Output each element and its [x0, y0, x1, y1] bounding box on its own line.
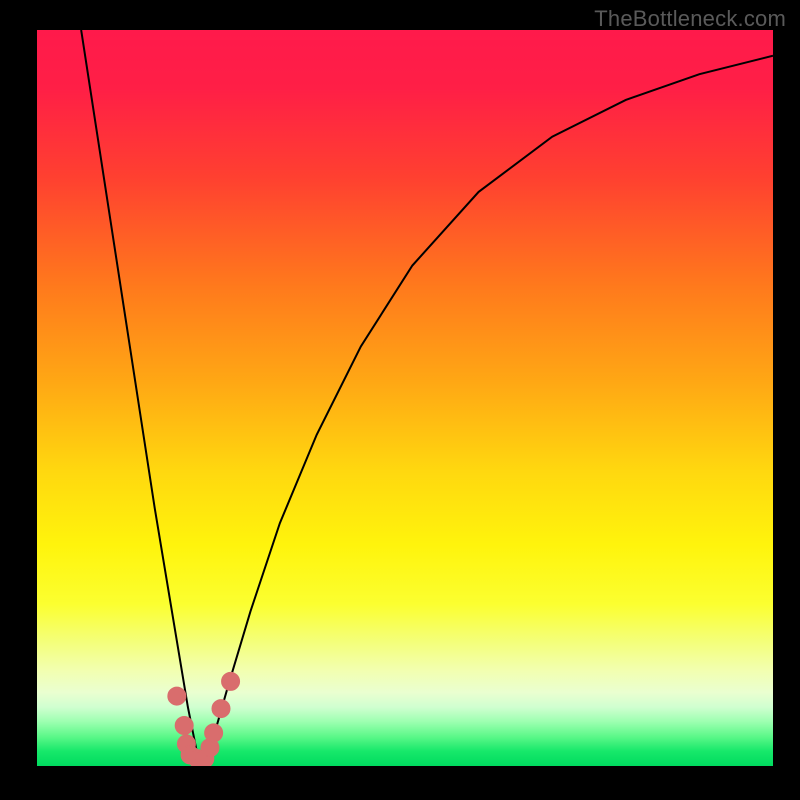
chart-svg	[37, 30, 773, 766]
chart-container: TheBottleneck.com	[0, 0, 800, 800]
marker-point	[205, 724, 223, 742]
marker-point	[168, 687, 186, 705]
marker-point	[175, 717, 193, 735]
marker-point	[222, 672, 240, 690]
marker-point	[212, 700, 230, 718]
watermark-text: TheBottleneck.com	[594, 6, 786, 32]
plot-area	[37, 30, 773, 766]
gradient-background	[37, 30, 773, 766]
